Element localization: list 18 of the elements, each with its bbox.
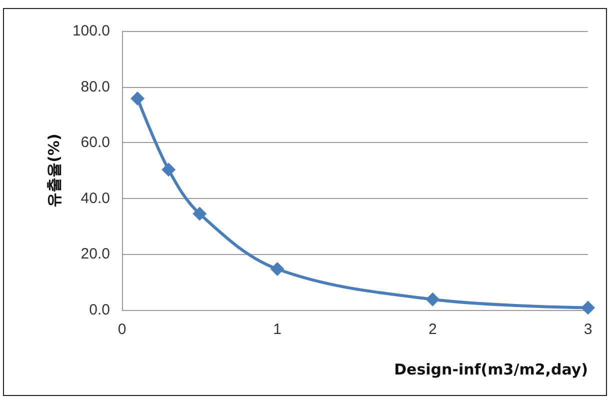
point [426,292,440,306]
y-tick-label: 60.0 [80,134,110,152]
x-tick-label: 3 [584,321,592,338]
point [270,262,284,276]
y-tick-label: 40.0 [80,190,110,207]
x-tick-label: 2 [428,321,437,338]
point [581,300,595,315]
x-tick-label: 1 [273,321,282,338]
y-tick-label: 20.0 [80,246,110,263]
point [130,92,145,106]
y-tick-label: 80.0 [80,78,110,96]
y-tick-label: 100.0 [72,22,110,40]
y-axis-title: 유출율(%) [45,134,64,208]
point [192,206,207,221]
x-axis-title: Design-inf(m3/m2,day) [394,360,588,378]
y-tick-label: 0.0 [89,302,110,318]
point [162,162,176,177]
x-tick-label: 0 [118,321,126,338]
